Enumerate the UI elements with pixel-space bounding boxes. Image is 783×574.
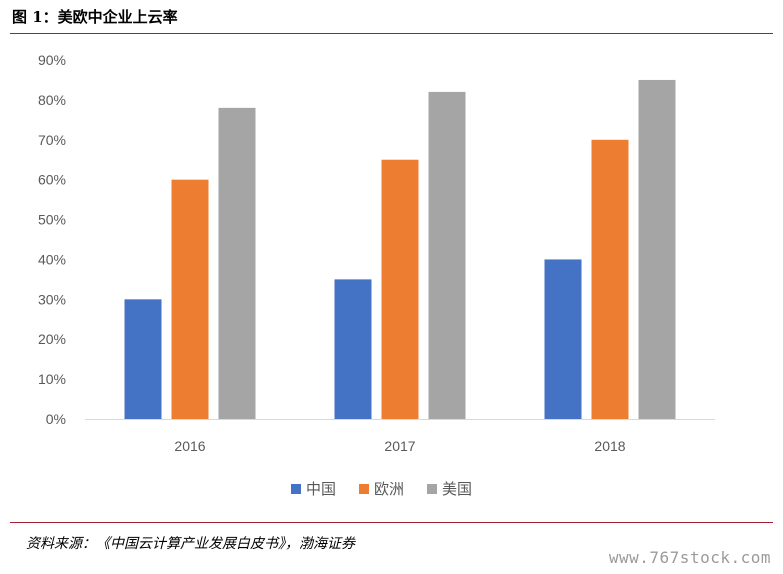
bar-china-2018 [544,259,582,419]
legend-label: 欧洲 [374,480,404,498]
bar-china-2016 [124,299,162,419]
watermark: www.767stock.com [608,548,771,567]
legend-swatch [427,484,437,494]
bar-europe-2017 [381,159,419,419]
bar-usa-2018 [638,79,676,419]
legend-label: 中国 [306,480,336,498]
top-rule [10,33,773,34]
x-tick-label: 2017 [384,438,415,454]
figure-title: 图 1：美欧中企业上云率 [12,8,178,26]
legend-label: 美国 [442,480,472,498]
x-tick-label: 2018 [594,438,625,454]
legend: 中国 欧洲 美国 [291,480,472,498]
source-note: 资料来源：《中国云计算产业发展白皮书》，渤海证券 [26,536,355,552]
y-tick-label: 60% [38,172,66,188]
bottom-rule [10,522,773,523]
x-axis-ticks: 2016 2017 2018 [174,438,625,454]
bar-europe-2016 [171,179,209,419]
x-tick-label: 2016 [174,438,205,454]
y-tick-label: 10% [38,371,66,387]
y-tick-label: 0% [46,411,66,427]
y-tick-label: 80% [38,92,66,108]
bar-europe-2018 [591,139,629,419]
bars-group [124,79,676,420]
y-tick-label: 20% [38,331,66,347]
bar-usa-2016 [218,107,256,419]
y-tick-label: 50% [38,212,66,228]
y-axis-ticks: 0% 10% 20% 30% 40% 50% 60% 70% 80% 90% [38,52,66,427]
bar-usa-2017 [428,91,466,420]
legend-swatch [291,484,301,494]
y-tick-label: 40% [38,251,66,267]
bar-china-2017 [334,279,372,419]
y-tick-label: 70% [38,132,66,148]
y-tick-label: 30% [38,291,66,307]
y-tick-label: 90% [38,52,66,68]
legend-swatch [359,484,369,494]
